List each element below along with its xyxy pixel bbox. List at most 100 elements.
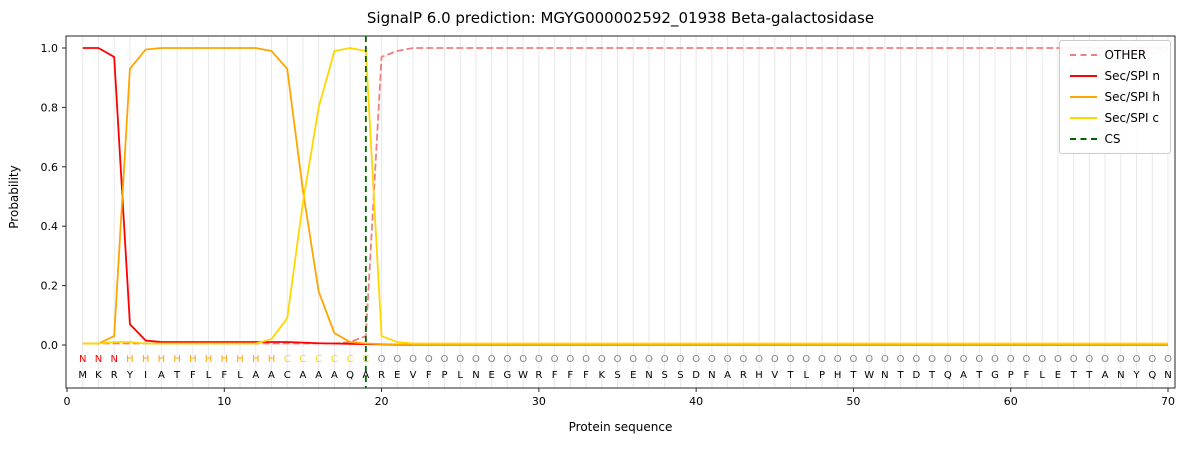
svg-text:T: T xyxy=(897,370,905,381)
svg-text:A: A xyxy=(252,370,259,381)
svg-text:G: G xyxy=(991,370,999,381)
svg-text:O: O xyxy=(897,354,905,365)
svg-text:G: G xyxy=(504,370,512,381)
svg-text:O: O xyxy=(755,354,763,365)
svg-text:O: O xyxy=(393,354,401,365)
x-axis-label: Protein sequence xyxy=(568,420,673,434)
svg-text:K: K xyxy=(95,370,102,381)
svg-text:F: F xyxy=(583,370,589,381)
svg-text:O: O xyxy=(503,354,511,365)
legend-label: CS xyxy=(1104,132,1121,146)
svg-text:C: C xyxy=(284,370,291,381)
legend-item-sec-spi-n: Sec/SPI n xyxy=(1069,69,1160,83)
series-line-sec-spi-h xyxy=(82,47,1168,346)
svg-text:O: O xyxy=(441,354,449,365)
svg-text:W: W xyxy=(518,370,528,381)
legend-item-other: OTHER xyxy=(1069,48,1160,62)
svg-text:K: K xyxy=(598,370,605,381)
svg-text:L: L xyxy=(1039,370,1045,381)
svg-text:O: O xyxy=(472,354,480,365)
svg-text:Y: Y xyxy=(1132,370,1140,381)
svg-text:O: O xyxy=(975,354,983,365)
svg-text:0: 0 xyxy=(64,395,71,408)
svg-text:O: O xyxy=(1054,354,1062,365)
svg-text:Y: Y xyxy=(126,370,134,381)
svg-text:0.8: 0.8 xyxy=(41,101,59,114)
legend-line-sample xyxy=(1069,138,1097,140)
svg-text:O: O xyxy=(1101,354,1109,365)
y-axis-ticks: 0.0 0.2 0.4 0.6 0.8 1.0 xyxy=(41,42,66,352)
svg-text:O: O xyxy=(676,354,684,365)
svg-text:L: L xyxy=(206,370,212,381)
gridlines xyxy=(82,36,1169,388)
svg-text:T: T xyxy=(1070,370,1078,381)
svg-text:O: O xyxy=(834,354,842,365)
svg-text:0.2: 0.2 xyxy=(41,280,59,293)
series-line-sec-spi-c xyxy=(82,47,1168,345)
svg-text:60: 60 xyxy=(1004,395,1018,408)
svg-text:O: O xyxy=(724,354,732,365)
chart-title: SignalP 6.0 prediction: MGYG000002592_01… xyxy=(366,9,875,27)
svg-text:E: E xyxy=(630,370,636,381)
svg-text:50: 50 xyxy=(846,395,860,408)
legend-line-sample xyxy=(1069,54,1097,56)
svg-text:H: H xyxy=(221,354,229,365)
svg-text:O: O xyxy=(881,354,889,365)
svg-text:O: O xyxy=(614,354,622,365)
svg-text:30: 30 xyxy=(532,395,546,408)
svg-text:10: 10 xyxy=(217,395,231,408)
svg-text:R: R xyxy=(535,370,542,381)
svg-text:V: V xyxy=(771,370,778,381)
svg-text:A: A xyxy=(960,370,967,381)
svg-text:N: N xyxy=(1117,370,1124,381)
svg-text:O: O xyxy=(991,354,999,365)
svg-text:0.0: 0.0 xyxy=(41,339,59,352)
svg-text:A: A xyxy=(315,370,322,381)
svg-text:0.6: 0.6 xyxy=(41,161,59,174)
svg-text:T: T xyxy=(173,370,181,381)
legend-item-sec-spi-h: Sec/SPI h xyxy=(1069,90,1160,104)
legend: OTHER Sec/SPI n Sec/SPI h Sec/SPI c CS xyxy=(1058,40,1171,154)
svg-text:N: N xyxy=(79,354,86,365)
svg-text:O: O xyxy=(456,354,464,365)
svg-text:T: T xyxy=(1085,370,1093,381)
plot-border xyxy=(65,35,1176,389)
svg-text:O: O xyxy=(1007,354,1015,365)
svg-text:H: H xyxy=(236,354,244,365)
svg-text:O: O xyxy=(739,354,747,365)
svg-text:O: O xyxy=(692,354,700,365)
svg-text:C: C xyxy=(362,354,369,365)
svg-text:A: A xyxy=(1102,370,1109,381)
svg-text:F: F xyxy=(221,370,227,381)
svg-text:O: O xyxy=(787,354,795,365)
x-axis-ticks: 0 10 20 30 40 50 60 70 xyxy=(64,388,1175,408)
svg-text:F: F xyxy=(426,370,432,381)
svg-text:Q: Q xyxy=(1148,370,1156,381)
svg-text:C: C xyxy=(299,354,306,365)
svg-text:D: D xyxy=(912,370,920,381)
legend-label: Sec/SPI n xyxy=(1104,69,1160,83)
svg-text:L: L xyxy=(457,370,463,381)
svg-text:E: E xyxy=(489,370,495,381)
svg-text:E: E xyxy=(1055,370,1061,381)
svg-text:H: H xyxy=(268,354,276,365)
svg-text:O: O xyxy=(1023,354,1031,365)
svg-text:T: T xyxy=(849,370,857,381)
svg-text:H: H xyxy=(126,354,134,365)
svg-text:O: O xyxy=(551,354,559,365)
svg-text:O: O xyxy=(771,354,779,365)
svg-text:0.4: 0.4 xyxy=(41,220,59,233)
svg-text:O: O xyxy=(488,354,496,365)
svg-text:A: A xyxy=(300,370,307,381)
svg-text:N: N xyxy=(708,370,715,381)
svg-text:T: T xyxy=(975,370,983,381)
svg-text:1.0: 1.0 xyxy=(41,42,59,55)
svg-text:O: O xyxy=(1070,354,1078,365)
svg-text:N: N xyxy=(881,370,888,381)
svg-text:T: T xyxy=(786,370,794,381)
svg-text:H: H xyxy=(834,370,842,381)
svg-text:O: O xyxy=(566,354,574,365)
svg-text:A: A xyxy=(268,370,275,381)
svg-text:H: H xyxy=(158,354,166,365)
